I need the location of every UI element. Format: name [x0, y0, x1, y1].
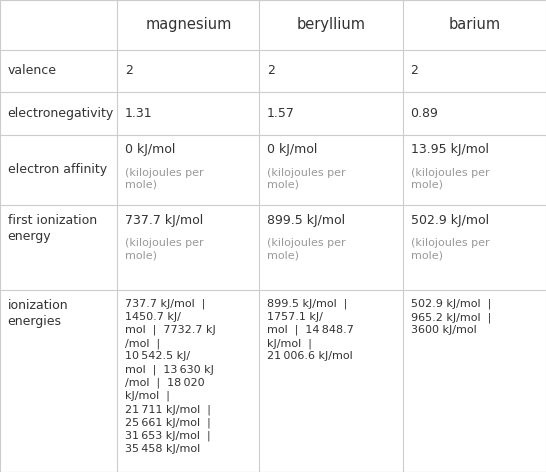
Text: ionization
energies: ionization energies [8, 299, 68, 328]
Text: 13.95 kJ/mol: 13.95 kJ/mol [411, 143, 489, 156]
Text: 2: 2 [267, 64, 275, 77]
Text: 0.89: 0.89 [411, 107, 438, 120]
Text: 899.5 kJ/mol  |
1757.1 kJ/
mol  |  14 848.7
kJ/mol  |
21 006.6 kJ/mol: 899.5 kJ/mol | 1757.1 kJ/ mol | 14 848.7… [267, 299, 354, 362]
Text: (kilojoules per
mole): (kilojoules per mole) [411, 238, 489, 261]
Text: barium: barium [448, 17, 501, 32]
Text: 2: 2 [125, 64, 133, 77]
Text: 502.9 kJ/mol  |
965.2 kJ/mol  |
3600 kJ/mol: 502.9 kJ/mol | 965.2 kJ/mol | 3600 kJ/mo… [411, 299, 491, 336]
Text: (kilojoules per
mole): (kilojoules per mole) [125, 238, 204, 261]
Text: valence: valence [8, 64, 57, 77]
Text: 1.57: 1.57 [267, 107, 295, 120]
Text: electronegativity: electronegativity [8, 107, 114, 120]
Text: first ionization
energy: first ionization energy [8, 214, 97, 243]
Text: electron affinity: electron affinity [8, 163, 107, 177]
Text: magnesium: magnesium [145, 17, 232, 32]
Text: (kilojoules per
mole): (kilojoules per mole) [267, 238, 346, 261]
Text: 502.9 kJ/mol: 502.9 kJ/mol [411, 214, 489, 227]
Text: 899.5 kJ/mol: 899.5 kJ/mol [267, 214, 345, 227]
Text: (kilojoules per
mole): (kilojoules per mole) [411, 168, 489, 190]
Text: 2: 2 [411, 64, 418, 77]
Text: 737.7 kJ/mol: 737.7 kJ/mol [125, 214, 203, 227]
Text: 1.31: 1.31 [125, 107, 153, 120]
Text: (kilojoules per
mole): (kilojoules per mole) [125, 168, 204, 190]
Text: beryllium: beryllium [296, 17, 366, 32]
Text: 0 kJ/mol: 0 kJ/mol [267, 143, 317, 156]
Text: 737.7 kJ/mol  |
1450.7 kJ/
mol  |  7732.7 kJ
/mol  |
10 542.5 kJ/
mol  |  13 630: 737.7 kJ/mol | 1450.7 kJ/ mol | 7732.7 k… [125, 299, 216, 454]
Text: 0 kJ/mol: 0 kJ/mol [125, 143, 175, 156]
Text: (kilojoules per
mole): (kilojoules per mole) [267, 168, 346, 190]
